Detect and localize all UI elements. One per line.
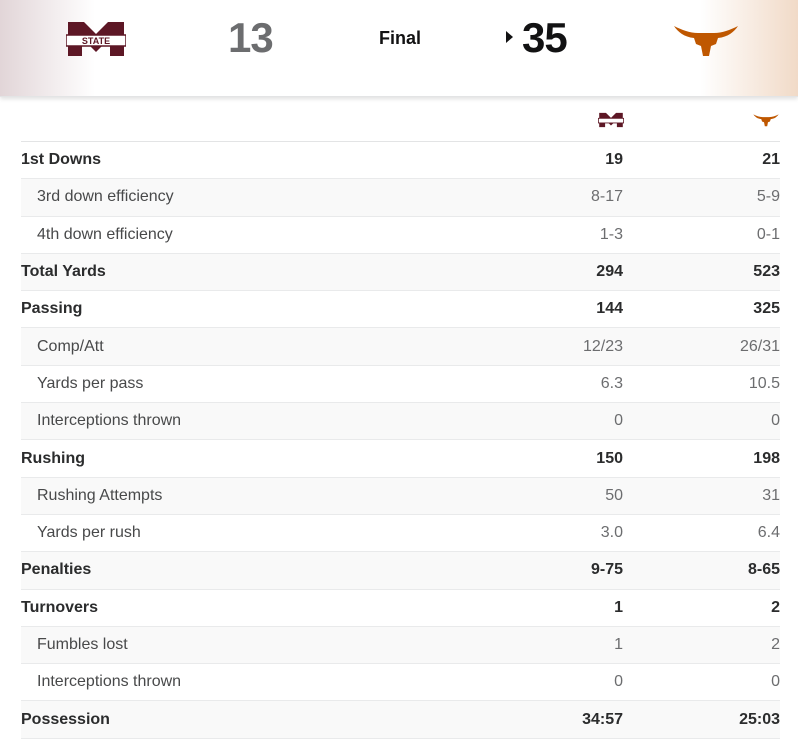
stat-row: Rushing 150 198 [21, 440, 780, 478]
away-stat-value: 19 [605, 151, 623, 169]
home-stat-value: 26/31 [739, 337, 780, 355]
home-stat-value: 2 [771, 636, 780, 653]
stat-row: Fumbles lost 1 2 [21, 626, 780, 665]
stat-label: Total Yards [21, 263, 106, 281]
home-stat-value: 0 [771, 673, 780, 691]
home-stat-value: 8-65 [747, 561, 780, 579]
stat-label: 3rd down efficiency [37, 188, 174, 206]
away-stat-value: 144 [596, 300, 623, 318]
stat-label: Yards per rush [37, 524, 141, 542]
stat-label: Yards per pass [37, 374, 144, 392]
home-stat-value: 198 [753, 449, 780, 467]
stats-header [21, 101, 780, 142]
away-stat-value: 294 [596, 263, 623, 281]
texas-longhorn-logo[interactable] [672, 20, 740, 58]
away-stat-value: 0 [614, 673, 623, 691]
home-stat-value: 5-9 [756, 188, 780, 206]
away-stat-value: 1-3 [599, 225, 623, 243]
away-stat-value: 3.0 [600, 524, 623, 542]
home-stat-value: 25:03 [739, 710, 780, 728]
stat-row: 1st Downs 19 21 [21, 142, 780, 180]
stats-rows: 1st Downs 19 21 3rd down efficiency 8-17 5-9 4… [21, 142, 780, 739]
away-stat-value: 12/23 [582, 337, 623, 355]
stat-row: Turnovers 1 2 [21, 590, 780, 627]
stat-label: Passing [21, 300, 83, 318]
scoreboard: STATE 13 Final 35 [0, 0, 798, 97]
away-stat-value: 8-17 [590, 188, 623, 206]
stat-row: Total Yards 294 523 [21, 253, 780, 292]
away-stat-value: 50 [605, 486, 623, 504]
stat-row: Interceptions thrown 0 0 [21, 403, 780, 441]
stat-row: Penalties 9-75 8-65 [21, 552, 780, 590]
home-score: 35 [522, 14, 568, 61]
stat-label: 4th down efficiency [37, 225, 173, 243]
stat-row: Yards per pass 6.3 10.5 [21, 366, 780, 404]
stat-label: Interceptions thrown [37, 673, 182, 691]
away-stat-value: 1 [614, 636, 623, 653]
stat-label: Comp/Att [37, 337, 104, 355]
stat-row: 3rd down efficiency 8-17 5-9 [21, 179, 780, 217]
stat-row: Possession 34:57 25:03 [21, 701, 780, 739]
home-stat-value: 6.4 [757, 524, 780, 542]
texas-longhorn-logo-small [753, 114, 779, 127]
mississippi-state-logo[interactable]: STATE [66, 20, 126, 58]
away-stat-value: 1 [614, 598, 623, 616]
stat-label: Possession [21, 710, 110, 728]
stat-row: Comp/Att 12/23 26/31 [21, 328, 780, 366]
stat-label: Turnovers [21, 598, 99, 616]
home-stat-value: 10.5 [748, 374, 780, 392]
winner-arrow-icon [506, 31, 513, 43]
stat-row: Interceptions thrown 0 0 [21, 664, 780, 702]
stat-row: Passing 144 325 [21, 291, 780, 329]
away-stat-value: 0 [614, 412, 623, 430]
home-stat-value: 523 [753, 263, 780, 281]
away-stat-value: 150 [596, 449, 623, 467]
stat-label: Interceptions thrown [37, 412, 182, 430]
away-stat-value: 9-75 [590, 561, 623, 579]
home-stat-value: 0-1 [756, 225, 780, 243]
stat-label: Rushing Attempts [37, 486, 163, 504]
home-stat-value: 0 [771, 412, 780, 430]
away-score: 13 [228, 14, 274, 61]
home-stat-value: 325 [753, 300, 780, 318]
team-stats-table: 1st Downs 19 21 3rd down efficiency 8-17 5-9 4… [21, 101, 780, 739]
away-logo-text: STATE [82, 36, 110, 46]
home-stat-value: 31 [762, 486, 780, 504]
game-status: Final [379, 28, 422, 48]
stat-label: Fumbles lost [37, 636, 128, 653]
stat-label: Penalties [21, 561, 92, 579]
home-stat-value: 21 [762, 151, 780, 169]
away-stat-value: 34:57 [582, 710, 623, 728]
stat-row: Rushing Attempts 50 31 [21, 477, 780, 515]
mississippi-state-logo-small [598, 112, 624, 128]
away-stat-value: 6.3 [600, 374, 623, 392]
stat-label: Rushing [21, 449, 85, 467]
stat-row: 4th down efficiency 1-3 0-1 [21, 217, 780, 254]
stat-row: Yards per rush 3.0 6.4 [21, 515, 780, 553]
stat-label: 1st Downs [21, 151, 102, 169]
home-stat-value: 2 [771, 598, 780, 616]
